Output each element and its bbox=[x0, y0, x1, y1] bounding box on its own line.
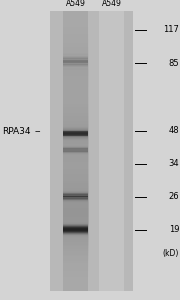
Text: 48: 48 bbox=[168, 126, 179, 135]
Text: 117: 117 bbox=[163, 26, 179, 34]
FancyBboxPatch shape bbox=[50, 11, 133, 291]
FancyBboxPatch shape bbox=[63, 149, 88, 150]
FancyBboxPatch shape bbox=[63, 64, 88, 65]
FancyBboxPatch shape bbox=[63, 148, 88, 149]
FancyBboxPatch shape bbox=[63, 131, 88, 132]
FancyBboxPatch shape bbox=[63, 129, 88, 130]
FancyBboxPatch shape bbox=[63, 232, 88, 233]
FancyBboxPatch shape bbox=[63, 60, 88, 61]
FancyBboxPatch shape bbox=[63, 225, 88, 226]
FancyBboxPatch shape bbox=[63, 57, 88, 58]
FancyBboxPatch shape bbox=[63, 134, 88, 135]
FancyBboxPatch shape bbox=[63, 56, 88, 57]
FancyBboxPatch shape bbox=[63, 231, 88, 232]
Text: --: -- bbox=[34, 128, 41, 136]
FancyBboxPatch shape bbox=[63, 62, 88, 63]
FancyBboxPatch shape bbox=[63, 61, 88, 62]
FancyBboxPatch shape bbox=[63, 130, 88, 131]
FancyBboxPatch shape bbox=[63, 65, 88, 66]
FancyBboxPatch shape bbox=[63, 132, 88, 133]
FancyBboxPatch shape bbox=[63, 194, 88, 195]
FancyBboxPatch shape bbox=[63, 195, 88, 196]
FancyBboxPatch shape bbox=[63, 193, 88, 194]
FancyBboxPatch shape bbox=[63, 226, 88, 227]
Text: A549: A549 bbox=[102, 0, 122, 8]
FancyBboxPatch shape bbox=[63, 229, 88, 230]
FancyBboxPatch shape bbox=[63, 197, 88, 198]
FancyBboxPatch shape bbox=[99, 11, 124, 291]
FancyBboxPatch shape bbox=[63, 11, 88, 291]
Text: RPA34: RPA34 bbox=[2, 128, 30, 136]
FancyBboxPatch shape bbox=[63, 233, 88, 234]
FancyBboxPatch shape bbox=[63, 135, 88, 136]
Text: 85: 85 bbox=[168, 58, 179, 68]
FancyBboxPatch shape bbox=[63, 235, 88, 236]
FancyBboxPatch shape bbox=[63, 147, 88, 148]
FancyBboxPatch shape bbox=[63, 135, 88, 136]
FancyBboxPatch shape bbox=[63, 230, 88, 231]
FancyBboxPatch shape bbox=[63, 152, 88, 153]
FancyBboxPatch shape bbox=[63, 130, 88, 131]
Text: 26: 26 bbox=[168, 192, 179, 201]
Text: (kD): (kD) bbox=[163, 249, 179, 258]
FancyBboxPatch shape bbox=[63, 150, 88, 151]
FancyBboxPatch shape bbox=[63, 194, 88, 195]
FancyBboxPatch shape bbox=[63, 136, 88, 137]
FancyBboxPatch shape bbox=[63, 230, 88, 231]
FancyBboxPatch shape bbox=[63, 228, 88, 229]
FancyBboxPatch shape bbox=[63, 227, 88, 228]
FancyBboxPatch shape bbox=[63, 133, 88, 134]
FancyBboxPatch shape bbox=[63, 198, 88, 199]
Text: 34: 34 bbox=[168, 159, 179, 168]
Text: A549: A549 bbox=[66, 0, 86, 8]
FancyBboxPatch shape bbox=[63, 137, 88, 138]
FancyBboxPatch shape bbox=[63, 234, 88, 235]
FancyBboxPatch shape bbox=[63, 200, 88, 201]
FancyBboxPatch shape bbox=[63, 61, 88, 62]
FancyBboxPatch shape bbox=[63, 65, 88, 66]
FancyBboxPatch shape bbox=[63, 233, 88, 234]
FancyBboxPatch shape bbox=[63, 231, 88, 232]
FancyBboxPatch shape bbox=[63, 58, 88, 59]
FancyBboxPatch shape bbox=[63, 228, 88, 229]
FancyBboxPatch shape bbox=[63, 137, 88, 138]
FancyBboxPatch shape bbox=[63, 198, 88, 199]
FancyBboxPatch shape bbox=[63, 224, 88, 225]
FancyBboxPatch shape bbox=[63, 128, 88, 129]
FancyBboxPatch shape bbox=[63, 138, 88, 139]
FancyBboxPatch shape bbox=[63, 131, 88, 132]
FancyBboxPatch shape bbox=[63, 199, 88, 200]
FancyBboxPatch shape bbox=[63, 148, 88, 149]
FancyBboxPatch shape bbox=[63, 134, 88, 135]
FancyBboxPatch shape bbox=[63, 199, 88, 200]
FancyBboxPatch shape bbox=[63, 62, 88, 63]
FancyBboxPatch shape bbox=[63, 151, 88, 152]
FancyBboxPatch shape bbox=[63, 66, 88, 67]
FancyBboxPatch shape bbox=[63, 196, 88, 197]
FancyBboxPatch shape bbox=[63, 63, 88, 64]
FancyBboxPatch shape bbox=[63, 151, 88, 152]
FancyBboxPatch shape bbox=[63, 132, 88, 133]
FancyBboxPatch shape bbox=[63, 59, 88, 60]
FancyBboxPatch shape bbox=[63, 133, 88, 134]
FancyBboxPatch shape bbox=[63, 136, 88, 137]
FancyBboxPatch shape bbox=[63, 227, 88, 228]
FancyBboxPatch shape bbox=[63, 57, 88, 58]
FancyBboxPatch shape bbox=[63, 58, 88, 59]
FancyBboxPatch shape bbox=[63, 192, 88, 193]
FancyBboxPatch shape bbox=[63, 229, 88, 230]
FancyBboxPatch shape bbox=[63, 129, 88, 130]
Text: 19: 19 bbox=[169, 225, 179, 234]
FancyBboxPatch shape bbox=[63, 225, 88, 226]
FancyBboxPatch shape bbox=[63, 60, 88, 61]
FancyBboxPatch shape bbox=[63, 152, 88, 153]
FancyBboxPatch shape bbox=[63, 147, 88, 148]
FancyBboxPatch shape bbox=[63, 232, 88, 233]
FancyBboxPatch shape bbox=[63, 196, 88, 197]
